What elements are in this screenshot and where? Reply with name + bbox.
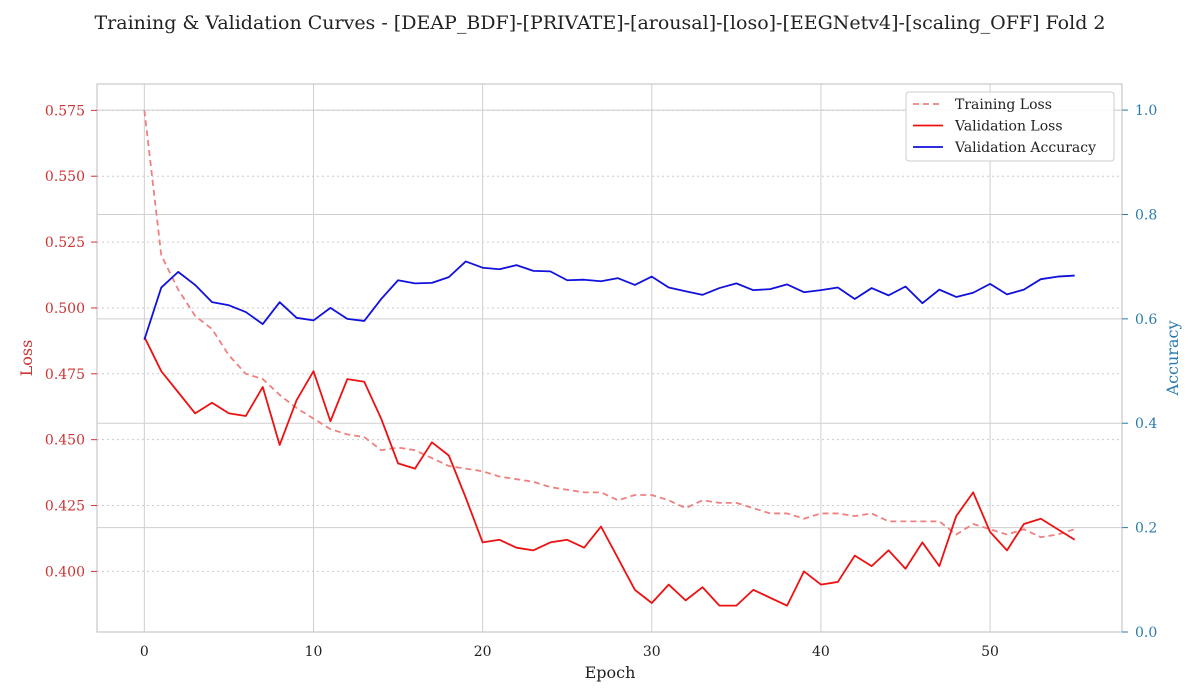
right-tick-label: 0.2	[1135, 521, 1157, 537]
y-axis-label-right: Accuracy	[1163, 321, 1182, 397]
y-axis-label-left: Loss	[17, 340, 36, 377]
grid	[97, 84, 1122, 632]
left-tick-label: 0.450	[45, 433, 85, 449]
right-tick-label: 0.4	[1135, 416, 1157, 432]
left-tick-label: 0.550	[45, 169, 85, 185]
right-tick-label: 0.6	[1135, 312, 1157, 328]
right-tick-label: 0.0	[1135, 625, 1157, 641]
x-tick-label: 30	[643, 644, 661, 660]
chart-title: Training & Validation Curves - [DEAP_BDF…	[94, 12, 1105, 34]
x-tick-label: 10	[305, 644, 323, 660]
x-tick-label: 40	[812, 644, 830, 660]
legend-label: Validation Accuracy	[954, 140, 1096, 156]
x-tick-label: 50	[981, 644, 999, 660]
left-tick-label: 0.475	[45, 367, 85, 383]
legend-label: Training Loss	[955, 97, 1052, 113]
left-tick-label: 0.425	[45, 499, 85, 515]
left-tick-label: 0.575	[45, 103, 85, 119]
left-tick-label: 0.500	[45, 301, 85, 317]
x-axis-label: Epoch	[585, 663, 636, 682]
series-layer	[143, 110, 1076, 607]
legend-label: Validation Loss	[954, 119, 1063, 135]
x-tick-label: 20	[474, 644, 492, 660]
left-tick-label: 0.525	[45, 235, 85, 251]
legend-box	[905, 91, 1115, 162]
plot-frame	[96, 83, 1123, 633]
left-tick-label: 0.400	[45, 564, 85, 580]
x-tick-label: 0	[140, 644, 149, 660]
series-line-validation-loss	[143, 336, 1076, 607]
right-tick-label: 0.8	[1135, 207, 1157, 223]
series-line-validation-accuracy	[143, 260, 1075, 341]
right-tick-label: 1.0	[1135, 103, 1157, 119]
legend: Training Loss Validation Loss Validation A…	[905, 91, 1115, 162]
series-line-training-loss	[143, 110, 1075, 539]
ticks: 0 10 20 30 40 50 0.0 0.2 0.4 0.6 0.8 1.0 0.400 0.425 0…	[45, 103, 1157, 660]
